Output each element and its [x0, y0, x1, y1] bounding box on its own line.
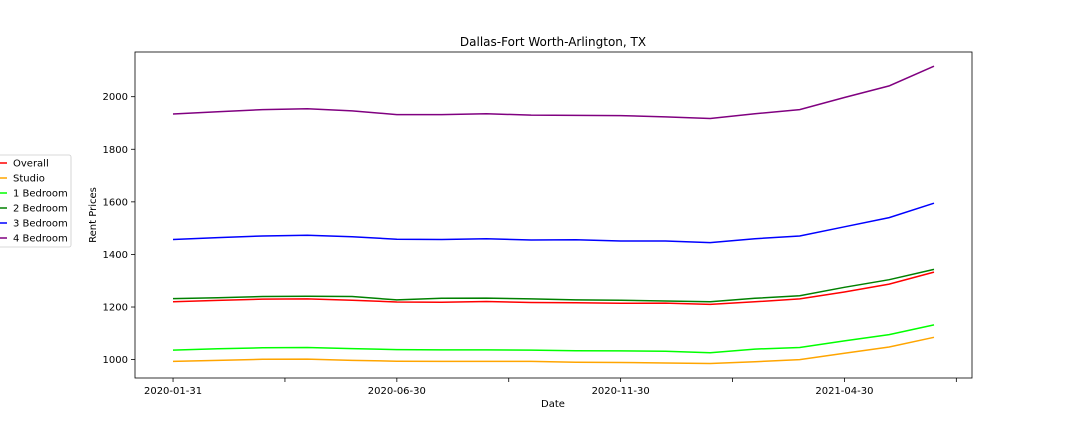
- series-line-2: [172, 324, 935, 354]
- series-line-4: [172, 202, 935, 244]
- plot-lines: [172, 65, 935, 365]
- y-tick-label-4: 1800: [103, 145, 128, 156]
- x-tick-label-2: 2020-06-30: [368, 386, 426, 397]
- legend-label-1: Studio: [13, 174, 45, 185]
- legend-label-2: 1 Bedroom: [13, 189, 68, 200]
- legend-box: [0, 154, 72, 248]
- series-line-5: [172, 65, 935, 120]
- y-tick-label-0: 1000: [103, 355, 128, 366]
- x-tick-label-6: 2021-04-30: [815, 386, 873, 397]
- x-axis-label: Date: [541, 399, 565, 410]
- plot-frame: [134, 51, 973, 379]
- y-tick-label-3: 1600: [103, 197, 128, 208]
- series-line-3: [172, 268, 935, 303]
- y-axis-label: Rent Prices: [88, 187, 99, 243]
- legend-label-4: 3 Bedroom: [13, 219, 68, 230]
- series-line-0: [172, 271, 935, 306]
- series-line-1: [172, 336, 935, 365]
- y-tick-label-2: 1400: [103, 250, 128, 261]
- x-tick-label-4: 2020-11-30: [592, 386, 650, 397]
- chart-title: Dallas-Fort Worth-Arlington, TX: [460, 35, 646, 49]
- legend-label-5: 4 Bedroom: [13, 234, 68, 245]
- legend-label-3: 2 Bedroom: [13, 204, 68, 215]
- x-tick-label-0: 2020-01-31: [144, 386, 202, 397]
- y-axis: 1000 1200 1400 1600 1800 2000: [103, 92, 135, 366]
- legend-label-0: Overall: [13, 159, 49, 170]
- y-tick-label-1: 1200: [103, 303, 128, 314]
- legend: Overall Studio 1 Bedroom 2 Bedroom 3 Bedroom…: [0, 154, 72, 248]
- x-axis: 2020-01-31 2020-06-30 2020-11-30 2021-04-30: [144, 378, 957, 397]
- y-tick-label-5: 2000: [103, 92, 128, 103]
